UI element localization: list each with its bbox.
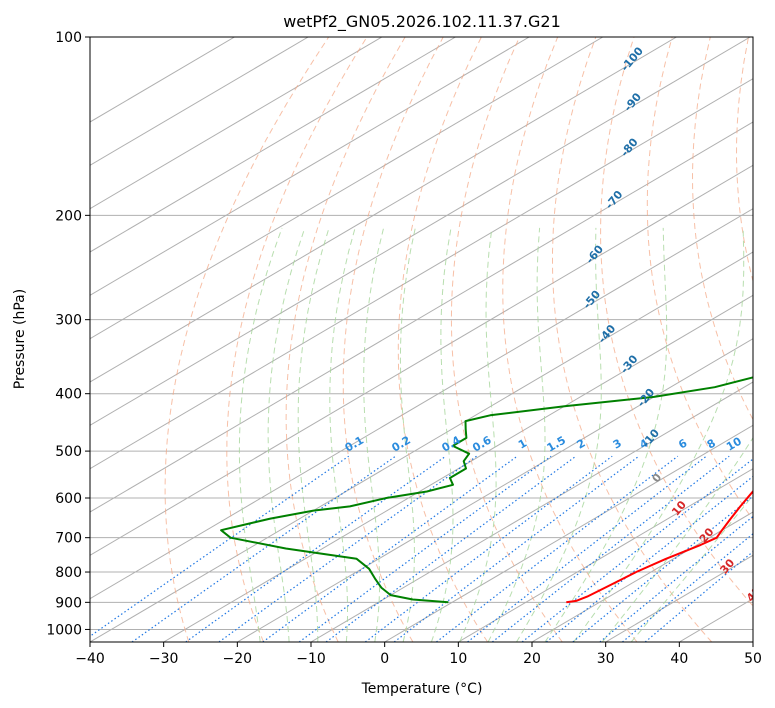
mixing-ratio-line	[262, 455, 518, 642]
isotherm-line	[458, 468, 753, 642]
moist-adiabat-line	[238, 227, 283, 642]
dry-adiabat-line	[397, 37, 489, 642]
moist-adiabat-line	[267, 227, 306, 642]
dry-adiabat-line	[552, 37, 713, 642]
isotherm-line	[310, 381, 753, 642]
x-tick-label: −20	[223, 651, 253, 667]
moist-adiabat-line	[516, 227, 602, 642]
dry-adiabat-line	[342, 37, 444, 642]
isotherm-line	[90, 121, 753, 513]
mixing-ratio-line	[436, 455, 679, 642]
y-tick-label: 700	[55, 531, 82, 547]
x-tick-label: 0	[380, 651, 389, 667]
y-tick-label: 400	[55, 387, 82, 403]
x-tick-label: 40	[670, 651, 688, 667]
chart-title: wetPf2_GN05.2026.102.11.37.G21	[283, 12, 561, 32]
isotherm-line	[90, 37, 751, 426]
mixing-ratio-line	[572, 495, 753, 642]
y-axis: 100 200 300 400 500 600 700 800 900 1000	[46, 30, 90, 638]
mixing-ratio-label: 13	[751, 435, 771, 454]
mixing-ratio-line	[467, 455, 707, 642]
moist-adiabat-line	[630, 494, 753, 642]
mixing-ratio-line	[521, 458, 753, 642]
dewpoint-line	[220, 376, 753, 604]
isotherm-line	[90, 37, 456, 253]
moist-adiabat-line	[544, 227, 668, 642]
mixing-ratio-line	[545, 475, 753, 642]
mixing-ratio-line	[131, 455, 396, 642]
dry-adiabat-line	[646, 37, 753, 521]
x-tick-label: −40	[75, 651, 105, 667]
y-axis-label: Pressure (hPa)	[12, 289, 28, 389]
isotherm-line	[237, 338, 753, 642]
grid-layer	[90, 37, 753, 642]
y-tick-label: 500	[55, 444, 82, 460]
temperature-line	[566, 489, 753, 604]
isotherm-line	[90, 37, 530, 296]
y-tick-label: 800	[55, 565, 82, 581]
x-tick-label: 20	[523, 651, 541, 667]
moist-adiabat-line	[363, 227, 385, 642]
dry-adiabat-line	[600, 37, 753, 607]
mixing-ratio-line	[599, 515, 753, 642]
isotherm-line	[531, 511, 753, 642]
x-tick-label: −30	[149, 651, 179, 667]
moist-adiabat-line	[329, 227, 356, 642]
y-tick-label: 1000	[46, 622, 82, 638]
y-tick-label: 900	[55, 595, 82, 611]
y-tick-label: 300	[55, 313, 82, 329]
isotherm-label: 40	[744, 584, 764, 604]
moist-adiabat-line	[399, 227, 416, 642]
moist-adiabat-line	[487, 227, 546, 642]
x-tick-label: 30	[597, 651, 615, 667]
x-tick-label: −10	[296, 651, 326, 667]
profile-series	[220, 376, 753, 604]
mixing-ratio-line	[325, 455, 577, 642]
reference-lines	[90, 37, 753, 642]
isotherm-line	[163, 294, 753, 642]
mixing-ratio-line	[298, 455, 552, 642]
x-axis-label: Temperature (°C)	[361, 681, 483, 697]
y-tick-label: 200	[55, 208, 82, 224]
mixing-ratio-line	[491, 455, 730, 642]
x-axis: −40 −30 −20 −10 0 10 20 30 40 50	[75, 642, 762, 667]
dry-adiabat-line	[450, 37, 563, 642]
moist-adiabat-line	[297, 227, 330, 642]
moist-adiabat-line	[573, 227, 745, 642]
isotherm-line	[90, 37, 604, 340]
isotherm-line	[90, 37, 309, 166]
isotherm-line	[90, 208, 753, 600]
isotherm-line	[384, 424, 753, 642]
mixing-ratio-line	[90, 455, 350, 638]
moist-adiabat-line	[430, 227, 454, 642]
y-tick-label: 600	[55, 491, 82, 507]
dry-adiabat-line	[502, 37, 638, 642]
y-tick-label: 100	[55, 30, 82, 46]
moist-adiabat-line	[601, 436, 753, 642]
x-tick-label: 10	[449, 651, 467, 667]
dry-adiabat-line	[164, 37, 330, 642]
isotherm-line	[90, 251, 753, 642]
plot-frame	[89, 36, 754, 643]
dry-adiabat-line	[226, 37, 368, 642]
isotherm-line	[90, 37, 383, 210]
dry-adiabat-line	[285, 37, 406, 642]
x-tick-label: 50	[744, 651, 762, 667]
isotherm-line	[90, 164, 753, 556]
isotherm-line	[90, 78, 753, 470]
isotherm-line	[90, 37, 677, 383]
